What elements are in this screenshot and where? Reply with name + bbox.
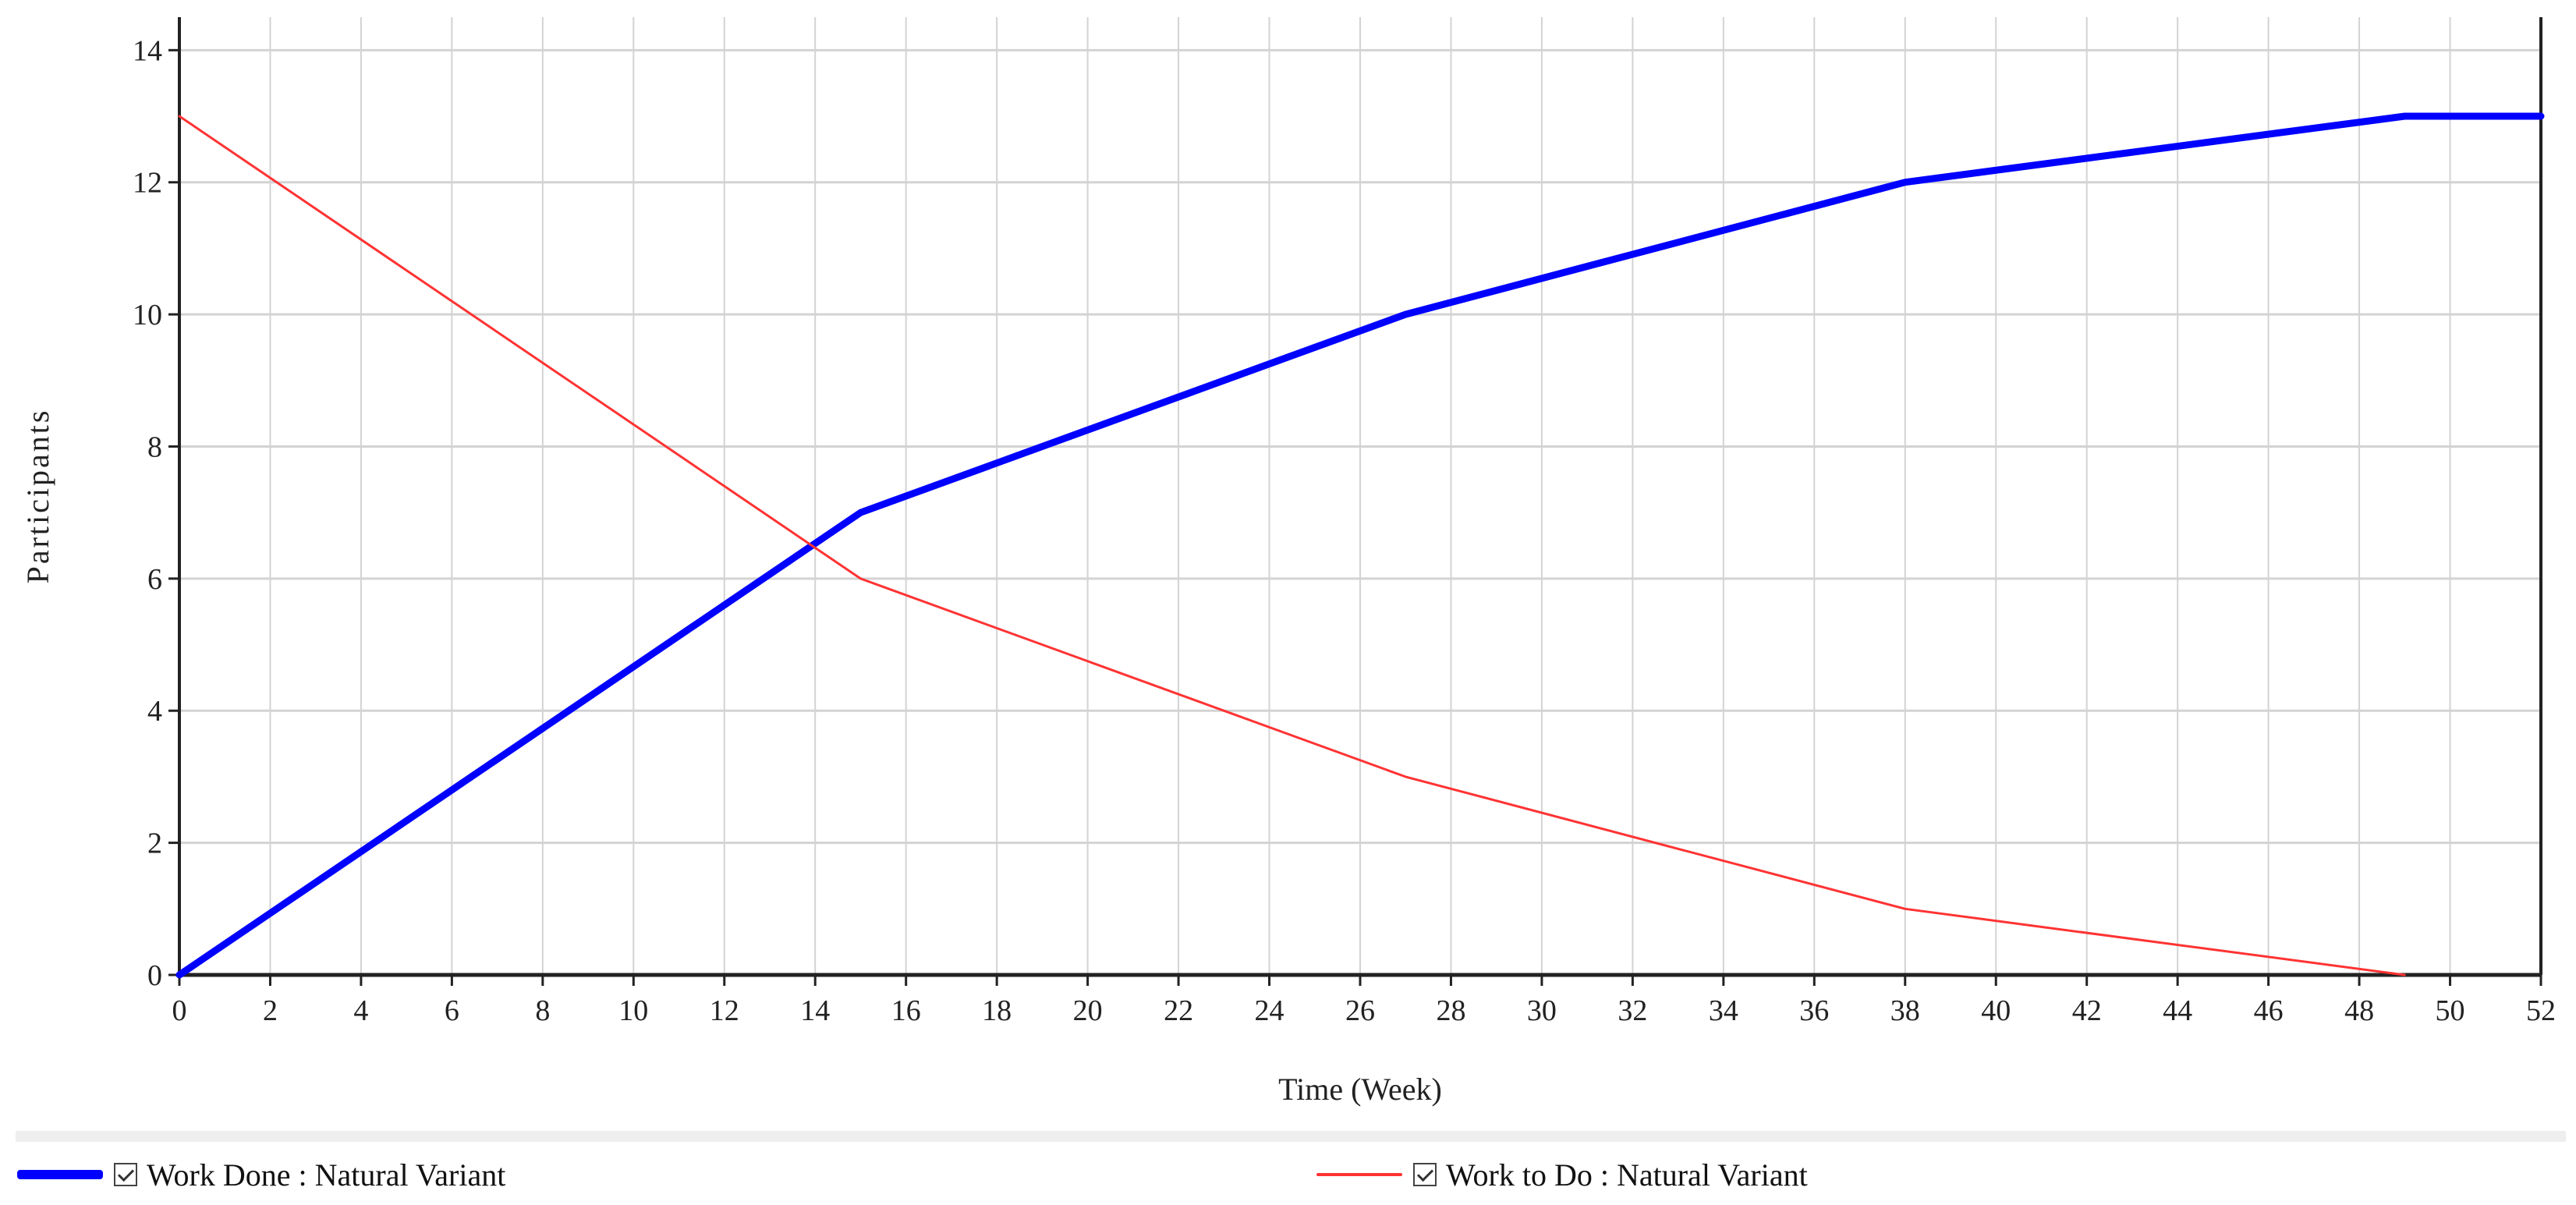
x-tick-label: 18 <box>982 994 1012 1027</box>
tick-labels: 0 2 4 6 8 10 12 14 16 18 20 22 24 26 28 30 32 34 36 38 40 42 4… <box>133 34 2556 1027</box>
y-axis-title: Participants <box>20 409 55 584</box>
series-lines <box>175 112 2545 979</box>
legend-swatch-work-to-do <box>1316 1173 1402 1176</box>
x-tick-label: 6 <box>445 994 459 1027</box>
x-tick-label: 28 <box>1436 994 1465 1027</box>
legend-label-work-done: Work Done : Natural Variant <box>147 1157 506 1193</box>
legend-item-work-to-do[interactable]: Work to Do : Natural Variant <box>1316 1151 1808 1198</box>
x-tick-label: 22 <box>1164 994 1193 1027</box>
legend-divider <box>16 1131 2566 1142</box>
x-tick-label: 20 <box>1073 994 1103 1027</box>
legend-item-work-done[interactable]: Work Done : Natural Variant <box>17 1151 505 1198</box>
x-tick-label: 14 <box>800 994 830 1027</box>
x-tick-label: 38 <box>1890 994 1920 1027</box>
y-tick-label: 0 <box>147 959 162 992</box>
legend-swatch-work-done <box>17 1170 103 1179</box>
x-tick-label: 2 <box>263 994 278 1027</box>
x-tick-label: 0 <box>172 994 187 1027</box>
legend-label-work-to-do: Work to Do : Natural Variant <box>1446 1157 1808 1193</box>
series-line-work-to-do <box>178 115 2406 976</box>
y-tick-label: 12 <box>133 167 162 200</box>
y-tick-label: 2 <box>147 828 162 860</box>
x-tick-label: 26 <box>1345 994 1375 1027</box>
grid-lines <box>179 17 2542 976</box>
x-tick-label: 4 <box>353 994 368 1027</box>
y-tick-label: 6 <box>147 563 162 596</box>
x-tick-label: 30 <box>1527 994 1557 1027</box>
series-line-work-done <box>175 112 2545 979</box>
y-tick-label: 10 <box>133 299 162 331</box>
x-tick-label: 46 <box>2254 994 2284 1027</box>
x-tick-label: 48 <box>2344 994 2374 1027</box>
x-axis-title: Time (Week) <box>1278 1072 1442 1107</box>
x-tick-label: 50 <box>2436 994 2465 1027</box>
x-tick-label: 32 <box>1618 994 1647 1027</box>
x-tick-label: 16 <box>891 994 921 1027</box>
x-tick-label: 34 <box>1709 994 1738 1027</box>
y-tick-label: 14 <box>133 34 162 67</box>
y-tick-label: 4 <box>147 695 162 728</box>
x-tick-label: 36 <box>1799 994 1829 1027</box>
axes <box>168 17 2542 986</box>
x-tick-label: 44 <box>2163 994 2192 1027</box>
x-tick-label: 8 <box>535 994 550 1027</box>
x-tick-label: 40 <box>1981 994 2011 1027</box>
x-tick-label: 52 <box>2526 994 2556 1027</box>
x-tick-label: 10 <box>618 994 648 1027</box>
checkbox-checked-icon[interactable] <box>1413 1163 1437 1186</box>
y-tick-label: 8 <box>147 431 162 463</box>
x-tick-label: 24 <box>1255 994 1284 1027</box>
checkbox-checked-icon[interactable] <box>114 1163 137 1186</box>
x-tick-label: 42 <box>2072 994 2102 1027</box>
x-tick-label: 12 <box>710 994 739 1027</box>
